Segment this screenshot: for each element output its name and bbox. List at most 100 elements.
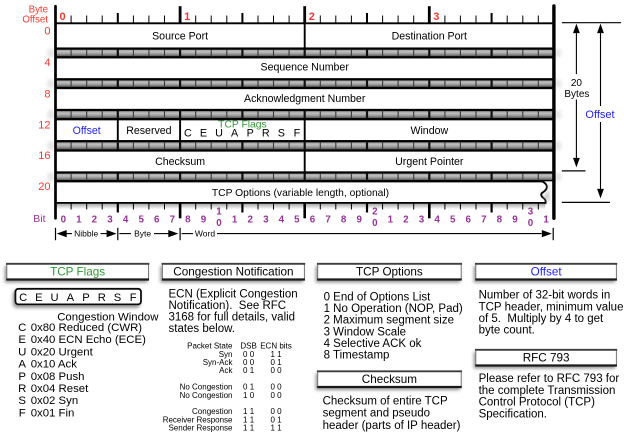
svg-text:ECN bits: ECN bits — [260, 342, 292, 351]
svg-text:8: 8 — [497, 214, 503, 225]
svg-text:E: E — [200, 128, 207, 140]
svg-text:2: 2 — [309, 11, 315, 23]
svg-text:C: C — [18, 322, 26, 334]
svg-text:1: 1 — [232, 214, 238, 225]
svg-text:F: F — [130, 292, 137, 304]
svg-text:0 End of Options List: 0 End of Options List — [324, 291, 432, 303]
svg-text:Specification.: Specification. — [479, 408, 547, 420]
svg-text:3: 3 — [107, 214, 113, 225]
svg-text:12: 12 — [38, 119, 50, 131]
svg-text:Please refer to RFC 793 for: Please refer to RFC 793 for — [479, 373, 620, 385]
svg-text:Byte: Byte — [29, 5, 48, 16]
svg-text:0: 0 — [61, 214, 67, 225]
svg-text:Syn: Syn — [219, 350, 233, 359]
svg-text:Notification). See RFC: Notification). See RFC — [169, 300, 287, 312]
svg-text:4: 4 — [123, 214, 129, 225]
svg-text:0 1: 0 1 — [243, 383, 255, 392]
svg-text:3: 3 — [528, 206, 534, 217]
svg-text:P: P — [247, 128, 254, 140]
svg-text:Packet State: Packet State — [187, 342, 233, 351]
svg-text:5: 5 — [294, 214, 300, 225]
svg-text:0 0: 0 0 — [270, 383, 282, 392]
svg-text:0 0: 0 0 — [243, 358, 255, 367]
svg-text:Control Protocol (TCP): Control Protocol (TCP) — [479, 397, 595, 409]
svg-text:Offset: Offset — [585, 109, 614, 121]
svg-text:0x04 Reset: 0x04 Reset — [31, 383, 89, 395]
svg-text:3168 for full details, valid: 3168 for full details, valid — [169, 311, 296, 323]
svg-text:header (parts of IP header): header (parts of IP header) — [323, 420, 461, 432]
svg-text:0 1: 0 1 — [243, 366, 255, 375]
svg-text:0: 0 — [372, 218, 378, 229]
svg-text:Syn-Ack: Syn-Ack — [203, 358, 234, 367]
svg-text:A: A — [18, 359, 26, 371]
svg-text:1 1: 1 1 — [270, 424, 282, 433]
svg-text:9: 9 — [356, 214, 362, 225]
svg-text:8: 8 — [341, 214, 347, 225]
svg-text:U: U — [18, 346, 26, 358]
svg-text:8: 8 — [185, 214, 191, 225]
svg-text:P: P — [82, 292, 89, 304]
svg-text:E: E — [18, 334, 26, 346]
svg-text:1 1: 1 1 — [270, 350, 282, 359]
svg-text:5: 5 — [450, 214, 456, 225]
svg-text:0 0: 0 0 — [270, 407, 282, 416]
svg-text:Acknowledgment Number: Acknowledgment Number — [244, 93, 366, 105]
svg-text:DSB: DSB — [240, 342, 256, 351]
svg-text:Checksum of entire TCP: Checksum of entire TCP — [323, 395, 448, 407]
svg-text:S: S — [114, 292, 121, 304]
svg-text:No Congestion: No Congestion — [180, 391, 233, 400]
svg-text:Congestion Window: Congestion Window — [57, 312, 159, 324]
svg-text:Byte: Byte — [134, 229, 151, 239]
svg-text:Sequence Number: Sequence Number — [261, 62, 350, 74]
svg-text:Receiver Response: Receiver Response — [163, 415, 233, 424]
svg-text:8 Timestamp: 8 Timestamp — [324, 350, 390, 362]
svg-text:0 1: 0 1 — [270, 358, 282, 367]
svg-text:5: 5 — [138, 214, 144, 225]
svg-text:Ack: Ack — [219, 366, 233, 375]
svg-text:the complete Transmission: the complete Transmission — [479, 385, 616, 397]
svg-text:3: 3 — [433, 11, 439, 23]
svg-text:4 Selective ACK ok: 4 Selective ACK ok — [324, 338, 422, 350]
svg-text:states below.: states below. — [169, 323, 235, 335]
svg-text:3: 3 — [263, 214, 269, 225]
svg-text:7: 7 — [325, 214, 331, 225]
svg-text:S: S — [278, 128, 285, 140]
svg-text:Offset: Offset — [22, 15, 48, 26]
svg-text:6: 6 — [465, 214, 471, 225]
svg-text:2: 2 — [403, 214, 409, 225]
svg-text:1: 1 — [184, 11, 190, 23]
svg-text:Bit: Bit — [33, 213, 45, 225]
svg-text:0: 0 — [528, 218, 534, 229]
svg-text:segment and pseudo: segment and pseudo — [323, 408, 430, 420]
svg-text:1: 1 — [216, 206, 222, 217]
svg-text:4: 4 — [279, 214, 285, 225]
svg-text:Number of 32-bit words in: Number of 32-bit words in — [479, 290, 611, 302]
svg-text:A: A — [231, 128, 239, 140]
svg-text:Word: Word — [195, 229, 215, 239]
svg-text:C: C — [19, 292, 27, 304]
svg-text:7: 7 — [170, 214, 176, 225]
svg-text:0 0: 0 0 — [243, 350, 255, 359]
svg-text:RFC 793: RFC 793 — [523, 351, 570, 364]
svg-text:R: R — [18, 383, 26, 395]
svg-text:TCP Flags: TCP Flags — [218, 119, 266, 130]
svg-text:Checksum: Checksum — [155, 156, 205, 168]
svg-text:F: F — [294, 128, 301, 140]
svg-text:Bytes: Bytes — [564, 89, 589, 100]
svg-text:4: 4 — [434, 214, 440, 225]
svg-text:Sender Response: Sender Response — [168, 424, 233, 433]
svg-text:16: 16 — [38, 150, 50, 162]
svg-text:2 Maximum segment size: 2 Maximum segment size — [324, 315, 454, 327]
svg-text:0x20 Urgent: 0x20 Urgent — [31, 346, 94, 358]
svg-text:S: S — [18, 395, 26, 407]
svg-text:C: C — [184, 128, 192, 140]
svg-text:1 1: 1 1 — [243, 415, 255, 424]
svg-text:Offset: Offset — [531, 265, 563, 278]
svg-text:0: 0 — [60, 11, 66, 23]
svg-text:F: F — [19, 407, 26, 419]
svg-text:Reserved: Reserved — [126, 125, 171, 137]
svg-text:Nibble: Nibble — [74, 229, 98, 239]
svg-text:of 5. Multiply by 4 to get: of 5. Multiply by 4 to get — [479, 313, 604, 325]
svg-text:7: 7 — [481, 214, 487, 225]
svg-text:TCP Options: TCP Options — [356, 265, 423, 278]
